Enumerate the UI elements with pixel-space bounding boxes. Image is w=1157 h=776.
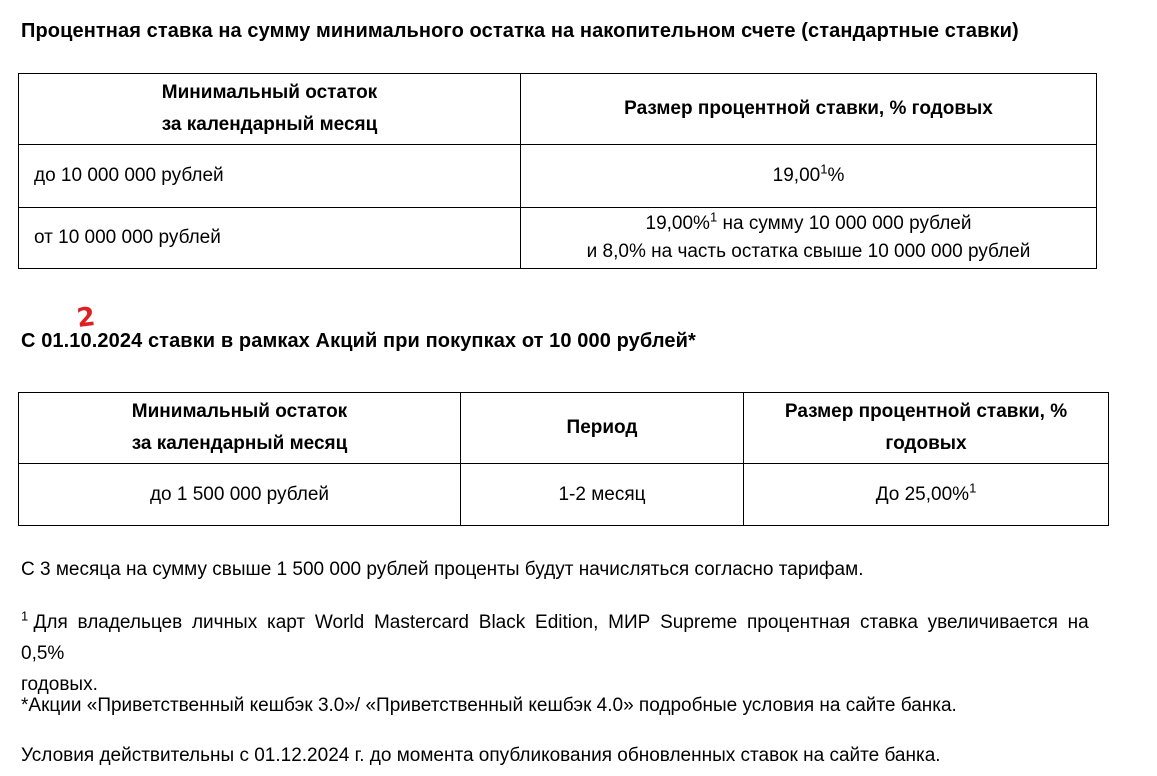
rate-cell: 19,00%1 на сумму 10 000 000 рублей и 8,0… [520,207,1097,269]
balance-tier-cell: до 1 500 000 рублей [18,463,461,526]
rate-cell: До 25,00%1 [743,463,1109,526]
header-min-balance: Минимальный остаток за календарный месяц [18,392,461,464]
period-cell: 1-2 месяц [460,463,744,526]
rate-condition: на сумму 10 000 000 рублей [717,213,972,234]
balance-tier-cell: до 10 000 000 рублей [18,144,521,208]
promo-rates-title: С 01.10.2024 ставки в рамках Акций при п… [21,330,696,352]
header-rate-size: Размер процентной ставки, % годовых [520,73,1097,145]
rate-line-2: и 8,0% на часть остатка свыше 10 000 000… [586,241,1031,262]
promo-table-header-row: Минимальный остаток за календарный месяц… [18,392,1109,464]
rate-value: 19,00% [645,213,710,234]
rate-value: 19,00 [772,165,821,186]
header-min-balance: Минимальный остаток за календарный месяц [18,73,521,145]
balance-tier-cell: от 10 000 000 рублей [18,207,521,269]
footnote-marker: 1 [969,480,977,496]
validity-note: Условия действительны с 01.12.2024 г. до… [21,745,941,766]
standard-table-header-row: Минимальный остаток за календарный месяц… [18,73,1097,145]
rate-value: До 25,00% [875,483,970,505]
footnote-text-line1: Для владельцев личных карт World Masterc… [21,612,1089,664]
footnote-text-line2: годовых. [21,674,98,695]
header-rate-size: Размер процентной ставки, % годовых [743,392,1109,464]
table-row: от 10 000 000 рублей 19,00%1 на сумму 10… [18,207,1097,269]
promo-conditions-note: *Акции «Приветственный кешбэк 3.0»/ «При… [21,695,957,716]
standard-rates-title: Процентная ставка на сумму минимального … [21,20,1019,42]
rate-cell: 19,001% [520,144,1097,208]
rate-unit: % [827,165,845,186]
month3-note: С 3 месяца на сумму свыше 1 500 000 рубл… [21,559,864,580]
footnote-1: 1 Для владельцев личных карт World Maste… [21,607,1111,700]
promo-rates-table: Минимальный остаток за календарный месяц… [18,392,1109,526]
table-row: до 10 000 000 рублей 19,001% [18,144,1097,208]
rate-line-1: 19,00%1 на сумму 10 000 000 рублей [531,210,1086,238]
footnote-marker: 1 [709,209,718,225]
footnote-marker: 1 [820,161,828,177]
standard-rates-table: Минимальный остаток за календарный месяц… [18,73,1097,269]
footnote-marker: 1 [21,608,29,624]
header-period: Период [460,392,744,464]
table-row: до 1 500 000 рублей 1-2 месяц До 25,00%1 [18,463,1109,526]
handwritten-2-annotation: 2 [75,302,97,334]
